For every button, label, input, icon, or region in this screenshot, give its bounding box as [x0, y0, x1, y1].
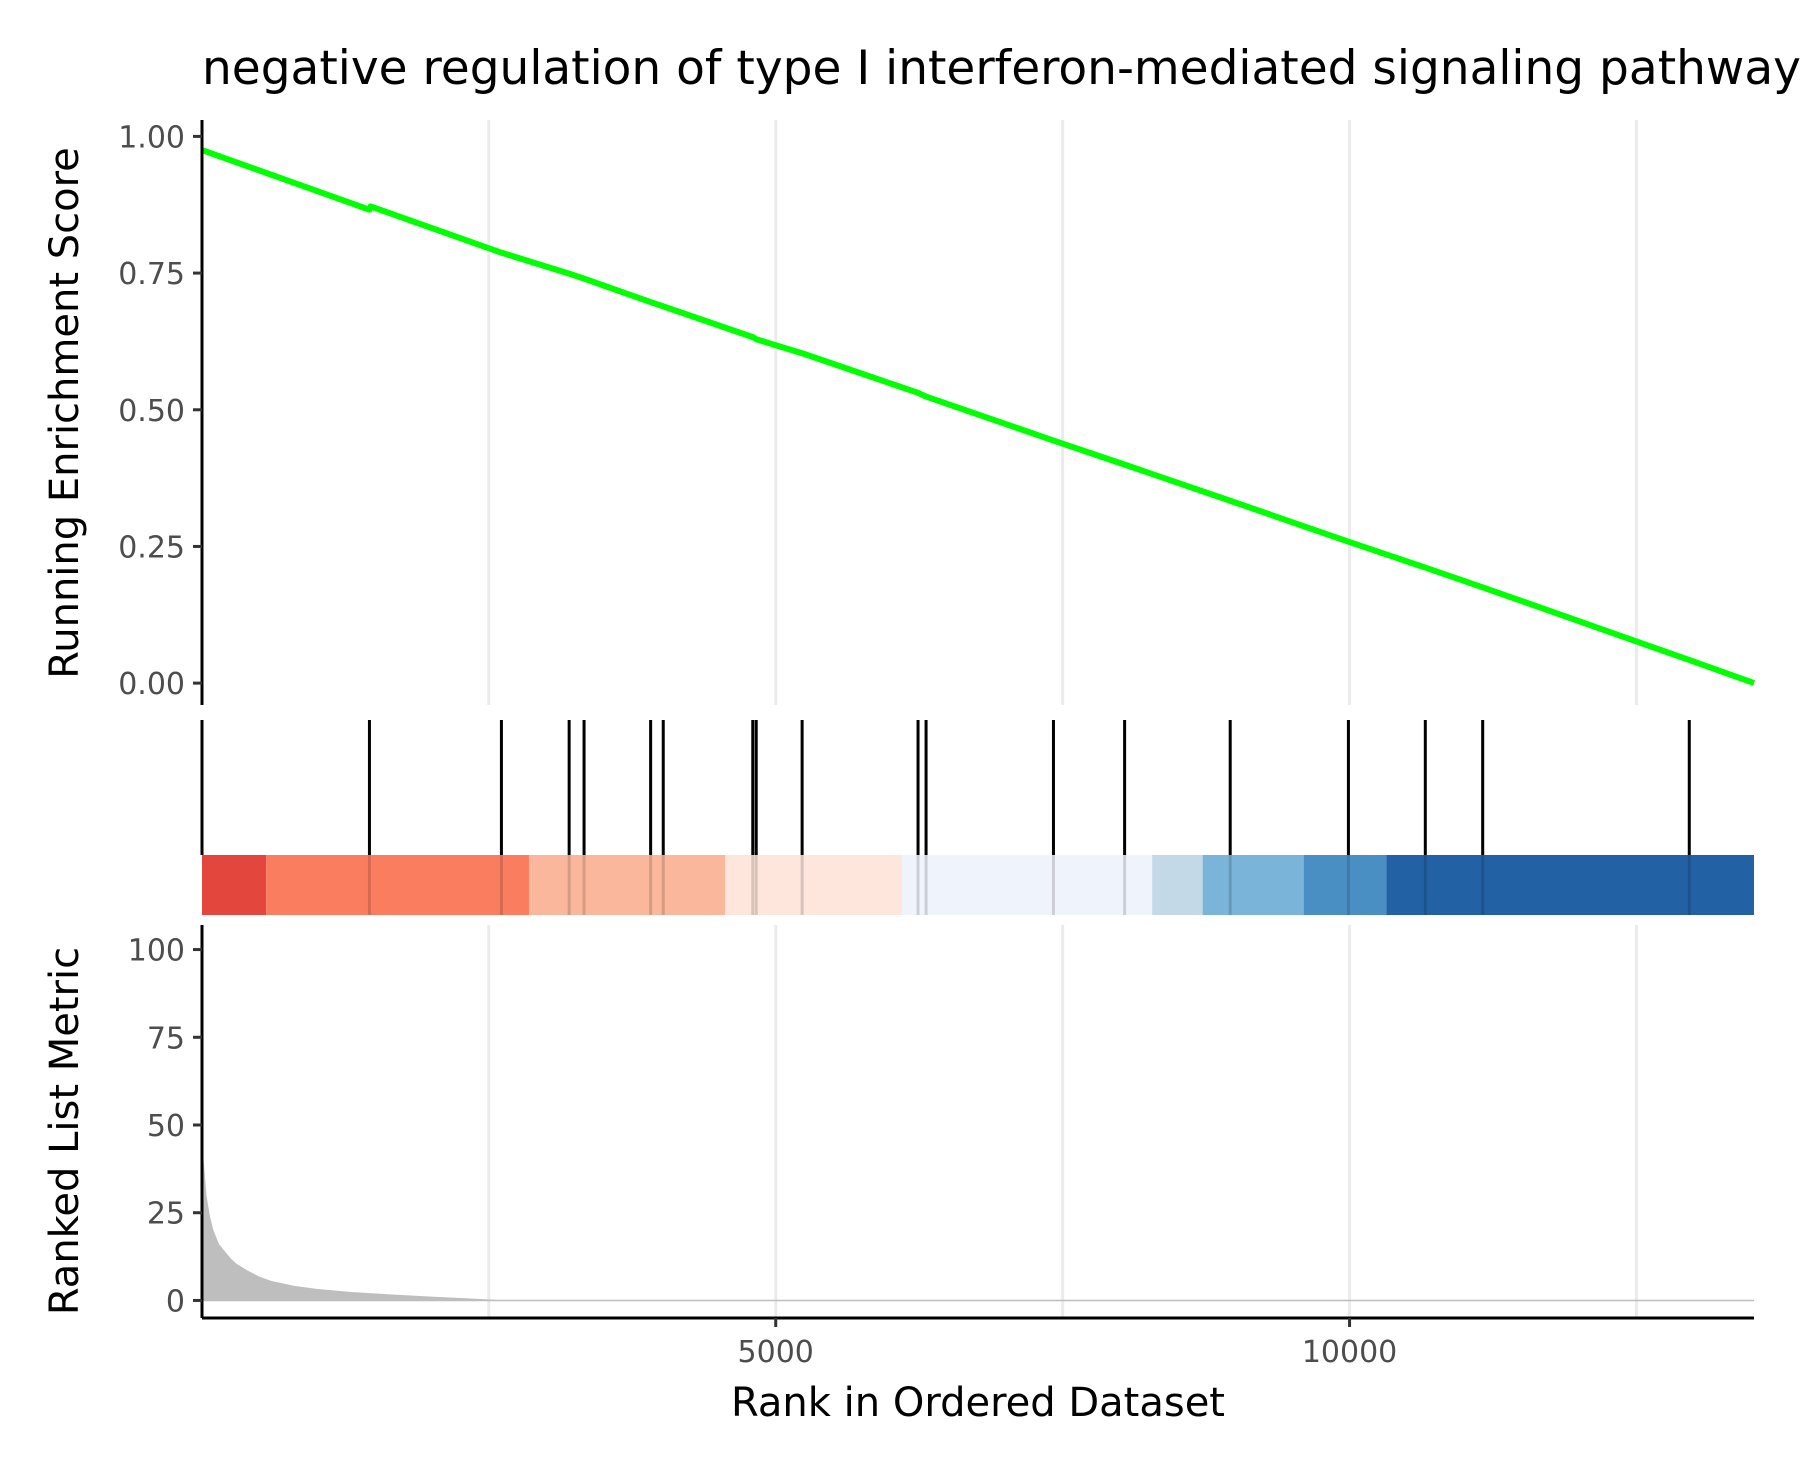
running-enrichment-score-panel: 0.00 0.25 0.50 0.75 1.00	[118, 120, 1756, 705]
y-axis-label-running-score: Running Enrichment Score	[42, 147, 88, 679]
x-tick-label: 5000	[738, 1335, 814, 1370]
plot-title: negative regulation of type I interferon…	[202, 41, 1800, 96]
metric-y-tick-label: 0	[166, 1284, 185, 1319]
es-y-tick-label: 0.25	[118, 530, 185, 565]
metric-y-tick-label: 100	[128, 934, 185, 969]
x-axis-label: Rank in Ordered Dataset	[731, 1380, 1225, 1426]
es-y-tick-label: 0.00	[118, 667, 185, 702]
rank-color-band	[1303, 855, 1387, 915]
rank-color-band	[725, 855, 902, 915]
gene-hits-panel	[200, 720, 1754, 915]
metric-y-tick-label: 25	[147, 1197, 185, 1232]
rank-color-band	[1386, 855, 1754, 915]
ranked-metric-area	[202, 1132, 1754, 1301]
y-axis-label-ranked-metric: Ranked List Metric	[42, 947, 88, 1315]
running-score-line	[200, 147, 1756, 686]
es-y-tick-label: 1.00	[118, 120, 185, 155]
rank-color-band	[901, 855, 1153, 915]
rank-color-band	[1152, 855, 1203, 915]
metric-y-tick-label: 75	[147, 1021, 185, 1056]
x-tick-label: 10000	[1302, 1335, 1397, 1370]
rank-color-band	[266, 855, 529, 915]
ranked-list-metric-panel: 0 25 50 75 100 5000 10000	[128, 925, 1754, 1370]
rank-color-band	[1202, 855, 1304, 915]
metric-y-tick-label: 50	[147, 1109, 185, 1144]
rank-color-band	[202, 855, 267, 915]
es-y-tick-label: 0.75	[118, 257, 185, 292]
rank-color-band	[528, 855, 726, 915]
es-y-tick-label: 0.50	[118, 394, 185, 429]
